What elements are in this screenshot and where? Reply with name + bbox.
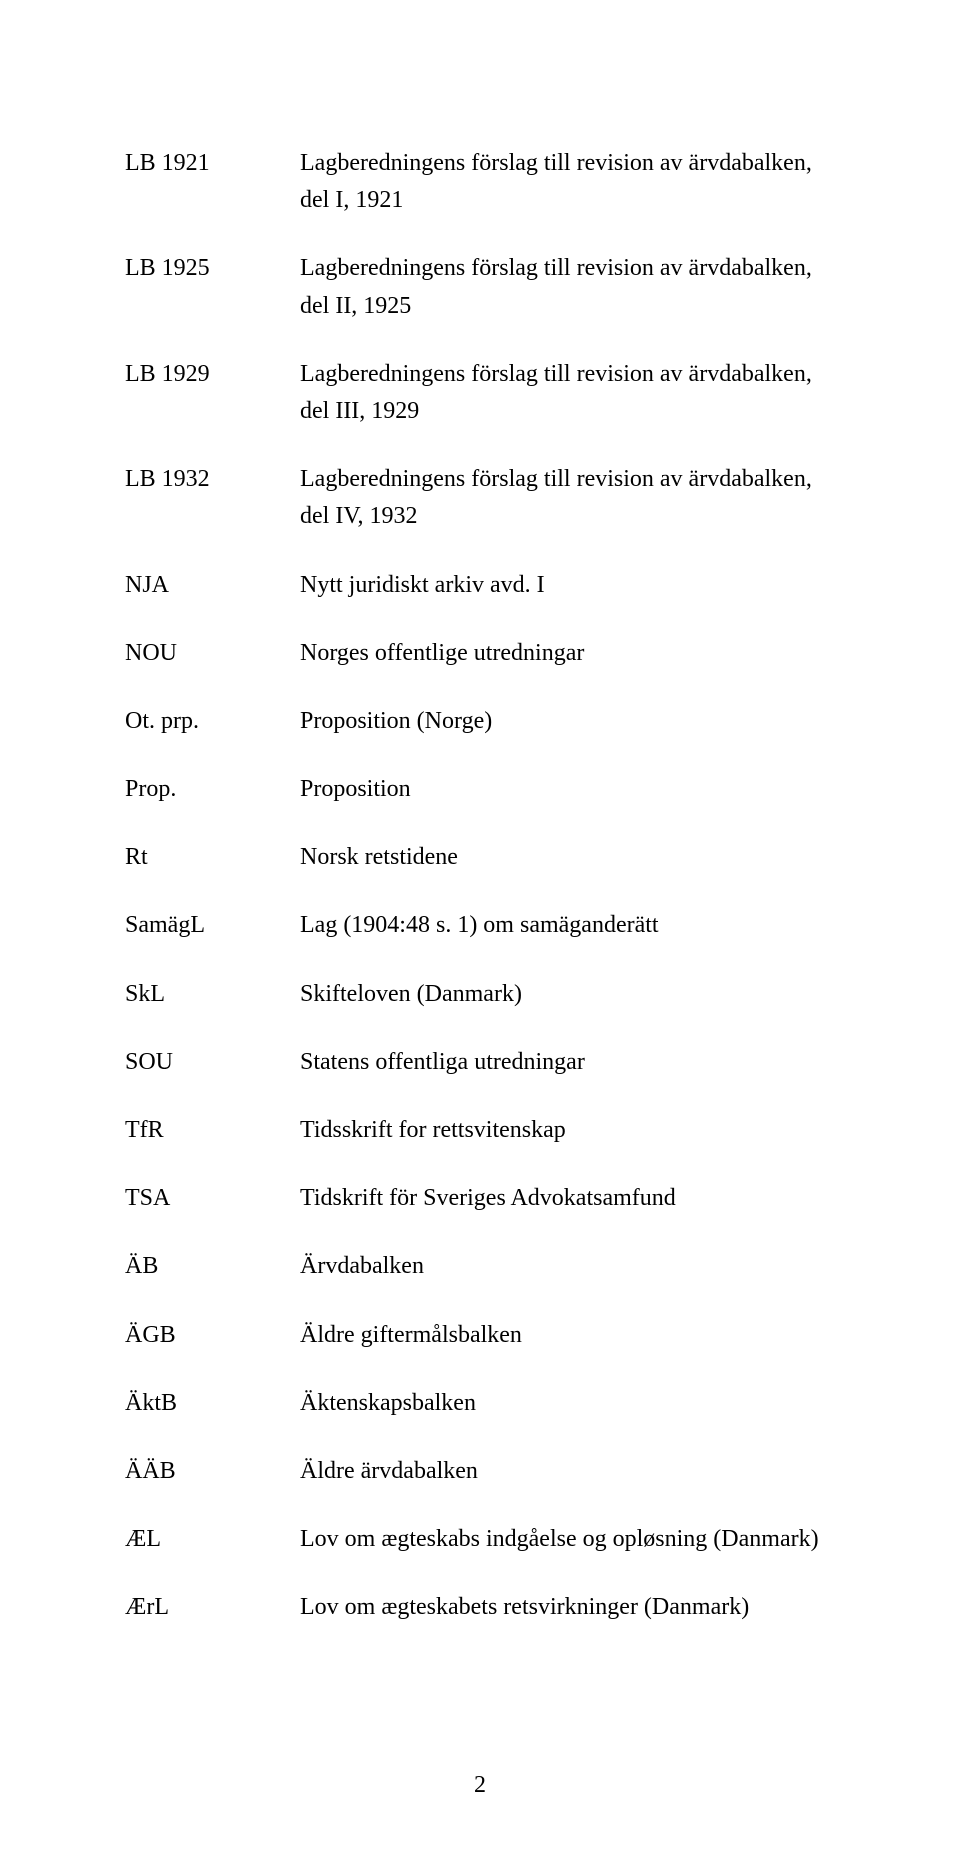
abbreviation-term: ÄÄB bbox=[125, 1453, 300, 1490]
abbreviation-term: ÄktB bbox=[125, 1385, 300, 1422]
abbreviation-term: SamägL bbox=[125, 907, 300, 944]
list-item: ÄÄBÄldre ärvdabalken bbox=[125, 1453, 835, 1490]
abbreviation-term: Ot. prp. bbox=[125, 703, 300, 740]
list-item: Ot. prp.Proposition (Norge) bbox=[125, 703, 835, 740]
abbreviation-definition: Tidsskrift for rettsvitenskap bbox=[300, 1112, 835, 1149]
list-item: TSATidskrift för Sveriges Advokatsamfund bbox=[125, 1180, 835, 1217]
list-item: ÆrLLov om ægteskabets retsvirkninger (Da… bbox=[125, 1589, 835, 1626]
abbreviation-definition: Lagberedningens förslag till revision av… bbox=[300, 145, 835, 219]
abbreviation-term: NJA bbox=[125, 567, 300, 604]
abbreviation-term: LB 1932 bbox=[125, 461, 300, 498]
abbreviation-definition: Nytt juridiskt arkiv avd. I bbox=[300, 567, 835, 604]
list-item: LB 1925Lagberedningens förslag till revi… bbox=[125, 250, 835, 324]
abbreviation-term: NOU bbox=[125, 635, 300, 672]
abbreviation-definition: Lagberedningens förslag till revision av… bbox=[300, 461, 835, 535]
abbreviation-term: TfR bbox=[125, 1112, 300, 1149]
abbreviation-term: LB 1921 bbox=[125, 145, 300, 182]
abbreviation-term: Prop. bbox=[125, 771, 300, 808]
list-item: ÄBÄrvdabalken bbox=[125, 1248, 835, 1285]
abbreviation-definition: Äldre ärvdabalken bbox=[300, 1453, 835, 1490]
list-item: Prop.Proposition bbox=[125, 771, 835, 808]
abbreviation-definition: Norges offentlige utredningar bbox=[300, 635, 835, 672]
abbreviation-term: ÄB bbox=[125, 1248, 300, 1285]
list-item: LB 1921Lagberedningens förslag till revi… bbox=[125, 145, 835, 219]
abbreviation-definition: Statens offentliga utredningar bbox=[300, 1044, 835, 1081]
list-item: ÄktBÄktenskapsbalken bbox=[125, 1385, 835, 1422]
abbreviation-definition: Ärvdabalken bbox=[300, 1248, 835, 1285]
abbreviation-definition: Äktenskapsbalken bbox=[300, 1385, 835, 1422]
list-item: ÆLLov om ægteskabs indgåelse og opløsnin… bbox=[125, 1521, 835, 1558]
page-number: 2 bbox=[0, 1767, 960, 1804]
abbreviation-term: ÄGB bbox=[125, 1317, 300, 1354]
list-item: NJANytt juridiskt arkiv avd. I bbox=[125, 567, 835, 604]
list-item: ÄGBÄldre giftermålsbalken bbox=[125, 1317, 835, 1354]
abbreviation-term: SkL bbox=[125, 976, 300, 1013]
abbreviation-definition: Lagberedningens förslag till revision av… bbox=[300, 356, 835, 430]
abbreviation-definition: Äldre giftermålsbalken bbox=[300, 1317, 835, 1354]
abbreviation-term: Rt bbox=[125, 839, 300, 876]
abbreviation-definition: Lov om ægteskabets retsvirkninger (Danma… bbox=[300, 1589, 835, 1626]
list-item: NOUNorges offentlige utredningar bbox=[125, 635, 835, 672]
list-item: SkLSkifteloven (Danmark) bbox=[125, 976, 835, 1013]
abbreviation-list: LB 1921Lagberedningens förslag till revi… bbox=[125, 145, 835, 1627]
abbreviation-term: SOU bbox=[125, 1044, 300, 1081]
abbreviation-term: LB 1925 bbox=[125, 250, 300, 287]
list-item: TfRTidsskrift for rettsvitenskap bbox=[125, 1112, 835, 1149]
abbreviation-term: ÆL bbox=[125, 1521, 300, 1558]
abbreviation-definition: Proposition (Norge) bbox=[300, 703, 835, 740]
abbreviation-term: TSA bbox=[125, 1180, 300, 1217]
list-item: RtNorsk retstidene bbox=[125, 839, 835, 876]
abbreviation-definition: Norsk retstidene bbox=[300, 839, 835, 876]
abbreviation-term: ÆrL bbox=[125, 1589, 300, 1626]
list-item: SamägLLag (1904:48 s. 1) om samäganderät… bbox=[125, 907, 835, 944]
list-item: LB 1932Lagberedningens förslag till revi… bbox=[125, 461, 835, 535]
abbreviation-definition: Lagberedningens förslag till revision av… bbox=[300, 250, 835, 324]
abbreviation-definition: Tidskrift för Sveriges Advokatsamfund bbox=[300, 1180, 835, 1217]
abbreviation-definition: Skifteloven (Danmark) bbox=[300, 976, 835, 1013]
list-item: LB 1929Lagberedningens förslag till revi… bbox=[125, 356, 835, 430]
abbreviation-definition: Lag (1904:48 s. 1) om samäganderätt bbox=[300, 907, 835, 944]
document-page: LB 1921Lagberedningens förslag till revi… bbox=[0, 0, 960, 1874]
abbreviation-definition: Proposition bbox=[300, 771, 835, 808]
list-item: SOUStatens offentliga utredningar bbox=[125, 1044, 835, 1081]
abbreviation-definition: Lov om ægteskabs indgåelse og opløsning … bbox=[300, 1521, 835, 1558]
abbreviation-term: LB 1929 bbox=[125, 356, 300, 393]
